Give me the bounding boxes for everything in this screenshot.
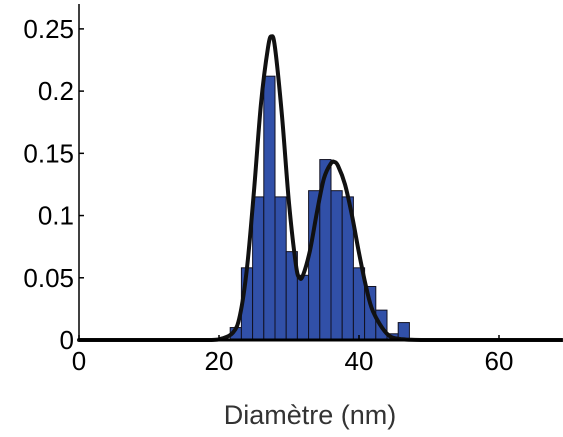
histogram-bar (274, 196, 287, 341)
histogram-bars (229, 75, 410, 341)
histogram-bar (252, 196, 265, 341)
fit-curve-layer (77, 34, 563, 343)
x-tick-label: 40 (345, 346, 374, 376)
histogram-bar (296, 274, 310, 341)
fit-curve (77, 34, 563, 343)
axes (78, 4, 562, 342)
y-tick-label: 0.15 (23, 138, 74, 168)
tick-labels: 0 0.05 0.1 0.15 0.2 0.25 0 20 40 60 (23, 14, 513, 376)
y-tick-label: 0.1 (38, 201, 74, 231)
histogram-bar (330, 190, 343, 341)
y-tick-label: 0.25 (23, 14, 74, 44)
y-tick-label: 0 (60, 325, 74, 355)
x-axis-label: Diamètre (nm) (224, 400, 397, 430)
x-tick-label: 20 (205, 346, 234, 376)
y-tick-label: 0.05 (23, 263, 74, 293)
y-tick-label: 0.2 (38, 76, 74, 106)
x-tick-label: 0 (72, 346, 86, 376)
histogram-bar (263, 75, 276, 341)
x-tick-label: 60 (485, 346, 514, 376)
